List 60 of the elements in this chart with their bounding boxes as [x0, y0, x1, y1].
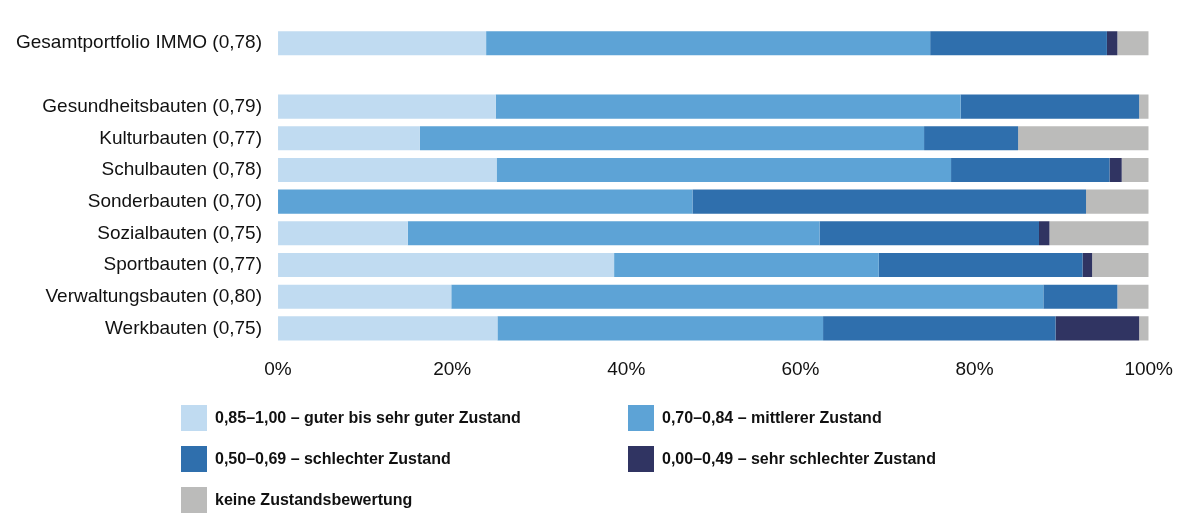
bar [278, 157, 497, 182]
x-tick-label: 100% [1124, 357, 1174, 379]
bar [451, 284, 1044, 309]
bar [495, 94, 961, 119]
bar [419, 126, 925, 151]
legend-label: 0,50–0,69 – schlechter Zustand [215, 450, 451, 468]
bar [278, 284, 452, 309]
y-tick-label: Sozialbauten (0,75) [97, 221, 263, 243]
bar [823, 316, 1056, 341]
bar [1117, 31, 1149, 56]
y-tick-label: Gesamtportfolio IMMO (0,78) [15, 31, 263, 53]
bar [1092, 252, 1149, 278]
x-tick-label: 80% [955, 357, 994, 379]
legend-label: keine Zustandsbewertung [215, 491, 413, 509]
bar [1139, 316, 1149, 341]
bar [278, 94, 496, 119]
y-tick-label: Sonderbauten (0,70) [87, 189, 263, 211]
bar [1082, 252, 1093, 278]
bar [278, 31, 487, 56]
y-tick-label: Gesundheitsbauten (0,79) [42, 94, 263, 116]
bar [1039, 221, 1050, 246]
bar [878, 252, 1083, 278]
x-tick-label: 20% [433, 357, 472, 379]
bar [1106, 31, 1118, 56]
bar [1109, 157, 1122, 182]
bar [1018, 126, 1149, 151]
x-tick-label: 60% [781, 357, 820, 379]
y-tick-label: Verwaltungsbauten (0,80) [45, 284, 263, 306]
bar [1043, 284, 1118, 309]
bar [486, 31, 931, 56]
y-tick-label: Schulbauten (0,78) [101, 158, 263, 180]
bar [278, 316, 498, 341]
legend-label: 0,70–0,84 – mittlerer Zustand [662, 409, 882, 427]
bar [1121, 157, 1149, 182]
legend-label: 0,00–0,49 – sehr schlechter Zustand [662, 450, 936, 468]
bar [951, 157, 1110, 182]
y-tick-label: Werkbauten (0,75) [105, 316, 263, 338]
bar [278, 252, 615, 278]
bar [924, 126, 1019, 151]
bar [278, 126, 420, 151]
bar [1139, 94, 1149, 119]
bar [1055, 316, 1140, 341]
bar [407, 221, 820, 246]
x-tick-label: 40% [607, 357, 646, 379]
bar [278, 221, 408, 246]
bar [960, 94, 1140, 119]
y-tick-label: Sportbauten (0,77) [103, 253, 263, 275]
bar [496, 157, 952, 182]
bar [930, 31, 1107, 56]
bar [819, 221, 1039, 246]
bar [278, 189, 693, 214]
y-tick-label: Kulturbauten (0,77) [99, 126, 263, 148]
bar [1117, 284, 1149, 309]
bar [1049, 221, 1149, 246]
bar [497, 316, 824, 341]
bar [692, 189, 1087, 214]
bar [614, 252, 879, 278]
legend-label: 0,85–1,00 – guter bis sehr guter Zustand [215, 409, 521, 427]
x-tick-label: 0% [264, 357, 292, 379]
bar [1086, 189, 1149, 214]
